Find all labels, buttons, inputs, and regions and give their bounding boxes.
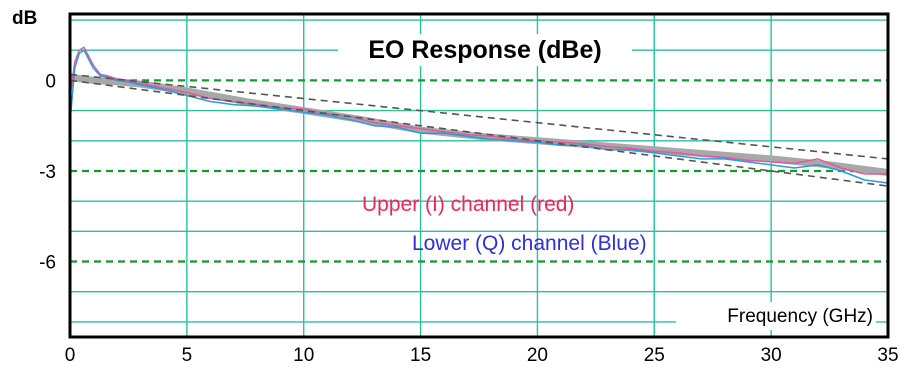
grid-lines <box>69 14 889 337</box>
x-tick-label: 20 <box>527 345 548 366</box>
x-tick-label: 35 <box>877 345 898 366</box>
title-background <box>338 34 632 66</box>
x-axis-label-background <box>676 302 876 330</box>
upper-channel-line <box>69 46 888 175</box>
x-tick-label: 25 <box>644 345 665 366</box>
annotations: Upper (I) channel (red) Lower (Q) channel… <box>362 193 647 255</box>
upper-channel-annotation: Upper (I) channel (red) <box>362 193 574 216</box>
x-tick-label: 10 <box>293 345 314 366</box>
x-tick-label: 0 <box>65 345 76 366</box>
x-tick-label: 30 <box>761 345 782 366</box>
plot-frame <box>68 12 890 339</box>
bound-line <box>69 79 889 187</box>
lower-channel-line <box>69 49 889 184</box>
bound-line <box>69 73 889 160</box>
tick-labels: 0 5 10 15 20 25 30 35 0 -3 -6 <box>39 71 898 366</box>
x-tick-label: 5 <box>182 345 193 366</box>
y-tick-label: 0 <box>45 71 56 92</box>
y-tick-label: -6 <box>39 253 56 274</box>
x-axis-label: Frequency (GHz) <box>727 306 873 327</box>
chart-title: EO Response (dBe) <box>368 36 601 64</box>
series-lines <box>69 46 889 187</box>
x-tick-label: 15 <box>410 345 431 366</box>
y-tick-label: -3 <box>39 162 56 183</box>
trend-line <box>69 73 889 176</box>
y-axis-label: dB <box>12 8 37 29</box>
lower-channel-annotation: Lower (Q) channel (Blue) <box>412 232 647 255</box>
